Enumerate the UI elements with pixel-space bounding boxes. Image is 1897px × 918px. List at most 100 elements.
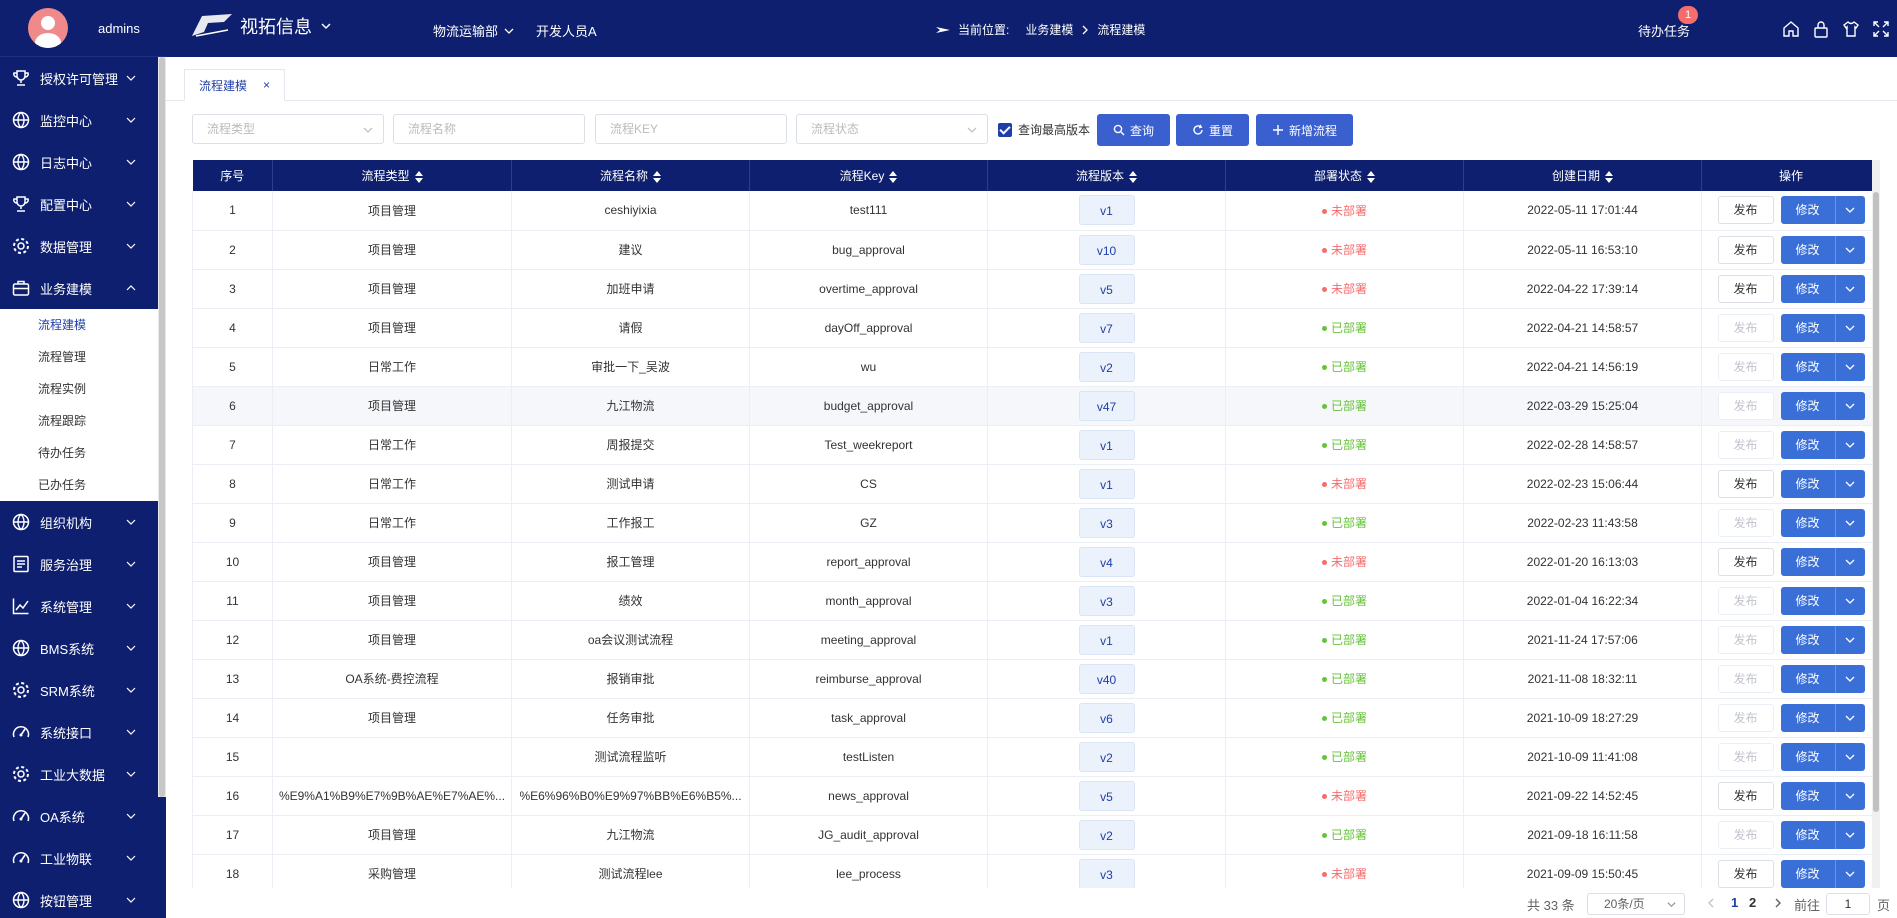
sidebar-item[interactable]: 日志中心	[0, 141, 158, 183]
sidebar-item[interactable]: 配置中心	[0, 183, 158, 225]
column-header[interactable]: 流程版本	[987, 160, 1226, 191]
edit-split-button[interactable]: 修改	[1780, 703, 1865, 732]
sidebar-item[interactable]: 工业物联	[0, 837, 158, 879]
version-tag[interactable]: v5	[1078, 780, 1135, 811]
edit-split-button[interactable]: 修改	[1780, 430, 1865, 459]
shirt-icon[interactable]	[1840, 18, 1862, 40]
table-scrollbar[interactable]	[1872, 160, 1880, 888]
table-row[interactable]: 17 项目管理 九江物流 JG_audit_approval v2 已部署 2021-09-…	[192, 815, 1880, 855]
version-tag[interactable]: v1	[1078, 195, 1135, 226]
column-header[interactable]: 部署状态	[1225, 160, 1464, 191]
chevron-down-icon[interactable]	[1845, 284, 1855, 294]
page-number[interactable]: 2	[1749, 895, 1757, 910]
sidebar-item[interactable]: 业务建模	[0, 267, 158, 309]
chevron-left-icon[interactable]	[1706, 898, 1716, 908]
sidebar-scroll-thumb[interactable]	[159, 57, 165, 797]
edit-split-button[interactable]: 修改	[1780, 625, 1865, 654]
version-tag[interactable]: v5	[1078, 273, 1135, 304]
edit-button[interactable]: 修改	[1781, 586, 1836, 615]
sidebar-item[interactable]: 数据管理	[0, 225, 158, 267]
version-tag[interactable]: v2	[1078, 741, 1135, 772]
logo[interactable]: 视拓信息	[188, 12, 332, 40]
chevron-down-icon[interactable]	[1845, 752, 1855, 762]
search-button[interactable]: 查询	[1097, 114, 1170, 146]
edit-button[interactable]: 修改	[1781, 781, 1836, 810]
edit-split-button[interactable]: 修改	[1780, 586, 1865, 615]
version-tag[interactable]: v47	[1078, 390, 1135, 421]
sidebar-item[interactable]: 组织机构	[0, 501, 158, 543]
table-row[interactable]: 3 项目管理 加班申请 overtime_approval v5 未部署 2022-04-2…	[192, 269, 1880, 309]
chevron-down-icon[interactable]	[1845, 713, 1855, 723]
chevron-down-icon[interactable]	[1845, 635, 1855, 645]
sort-icon[interactable]	[1605, 170, 1613, 183]
table-row[interactable]: 2 项目管理 建议 bug_approval v10 未部署 2022-05-11 16:5…	[192, 230, 1880, 270]
version-tag[interactable]: v2	[1078, 351, 1135, 382]
edit-button[interactable]: 修改	[1781, 703, 1836, 732]
chevron-down-icon[interactable]	[1845, 362, 1855, 372]
chevron-down-icon[interactable]	[1845, 830, 1855, 840]
chevron-down-icon[interactable]	[1845, 791, 1855, 801]
edit-split-button[interactable]: 修改	[1780, 859, 1865, 888]
table-scroll-thumb[interactable]	[1873, 192, 1879, 812]
column-header[interactable]: 流程类型	[272, 160, 512, 191]
nav-developer[interactable]: 开发人员A	[536, 21, 597, 40]
version-tag[interactable]: v1	[1078, 429, 1135, 460]
submenu-item[interactable]: 流程建模	[38, 318, 87, 332]
version-tag[interactable]: v7	[1078, 312, 1135, 343]
table-row[interactable]: 10 项目管理 报工管理 report_approval v4 未部署 2022-01-20…	[192, 542, 1880, 582]
sort-icon[interactable]	[889, 170, 898, 183]
edit-split-button[interactable]: 修改	[1780, 196, 1865, 225]
table-row[interactable]: 6 项目管理 九江物流 budget_approval v47 已部署 2022-03-29…	[192, 386, 1880, 426]
sidebar-item[interactable]: 监控中心	[0, 99, 158, 141]
edit-button[interactable]: 修改	[1781, 352, 1836, 381]
edit-split-button[interactable]: 修改	[1780, 313, 1865, 342]
table-row[interactable]: 8 日常工作 测试申请 CS v1 未部署 2022-02-23 15:06:44 发布 修改	[192, 464, 1880, 504]
table-row[interactable]: 18 采购管理 测试流程lee lee_process v3 未部署 2021-09-09 …	[192, 854, 1880, 888]
sidebar-item[interactable]: OA系统	[0, 795, 158, 837]
sidebar-item[interactable]: SRM系统	[0, 669, 158, 711]
version-tag[interactable]: v3	[1078, 585, 1135, 616]
close-icon[interactable]: ×	[263, 78, 271, 92]
lock-icon[interactable]	[1810, 18, 1832, 40]
sort-icon[interactable]	[1129, 170, 1137, 183]
sort-icon[interactable]	[414, 170, 423, 183]
tab-process-modeling[interactable]: 流程建模 ×	[184, 69, 286, 101]
edit-split-button[interactable]: 修改	[1780, 352, 1865, 381]
publish-button[interactable]: 发布	[1717, 274, 1774, 303]
chevron-down-icon[interactable]	[1845, 557, 1855, 567]
publish-button[interactable]: 发布	[1717, 547, 1774, 576]
page-size-select[interactable]: 20条/页	[1587, 893, 1685, 915]
publish-button[interactable]: 发布	[1717, 859, 1774, 888]
publish-button[interactable]: 发布	[1717, 235, 1774, 264]
todo-tasks-link[interactable]: 待办任务	[1638, 24, 1691, 39]
edit-split-button[interactable]: 修改	[1780, 820, 1865, 849]
process-name-input[interactable]: 流程名称	[393, 114, 585, 144]
table-row[interactable]: 7 日常工作 周报提交 Test_weekreport v1 已部署 2022-02-28 …	[192, 425, 1880, 465]
chevron-down-icon[interactable]	[1845, 869, 1855, 879]
edit-button[interactable]: 修改	[1781, 625, 1836, 654]
version-tag[interactable]: v3	[1078, 507, 1135, 538]
chevron-down-icon[interactable]	[1845, 518, 1855, 528]
column-header[interactable]: 创建日期	[1463, 160, 1702, 191]
table-row[interactable]: 16 %E9%A1%B9%E7%9B%AE%E7%AE%... %E6%96%B0%…	[192, 776, 1880, 816]
sidebar-item[interactable]: 系统管理	[0, 585, 158, 627]
sidebar-scrollbar[interactable]	[158, 57, 166, 797]
table-row[interactable]: 9 日常工作 工作报工 GZ v3 已部署 2022-02-23 11:43:58 发布 修改	[192, 503, 1880, 543]
sidebar-item[interactable]: 系统接口	[0, 711, 158, 753]
edit-split-button[interactable]: 修改	[1780, 742, 1865, 771]
table-row[interactable]: 15 测试流程监听 testListen v2 已部署 2021-10-09 11:41:…	[192, 737, 1880, 777]
edit-button[interactable]: 修改	[1781, 235, 1836, 264]
edit-split-button[interactable]: 修改	[1780, 547, 1865, 576]
goto-page-input[interactable]: 1	[1826, 893, 1870, 915]
publish-button[interactable]: 发布	[1717, 781, 1774, 810]
edit-split-button[interactable]: 修改	[1780, 469, 1865, 498]
home-icon[interactable]	[1780, 18, 1802, 40]
edit-button[interactable]: 修改	[1781, 508, 1836, 537]
edit-split-button[interactable]: 修改	[1780, 274, 1865, 303]
process-status-select[interactable]: 流程状态	[796, 114, 988, 144]
page-number[interactable]: 1	[1731, 895, 1739, 910]
nav-department[interactable]: 物流运输部	[433, 21, 514, 40]
sort-icon[interactable]	[653, 170, 661, 183]
chevron-down-icon[interactable]	[1845, 440, 1855, 450]
sidebar-item[interactable]: 工业大数据	[0, 753, 158, 795]
